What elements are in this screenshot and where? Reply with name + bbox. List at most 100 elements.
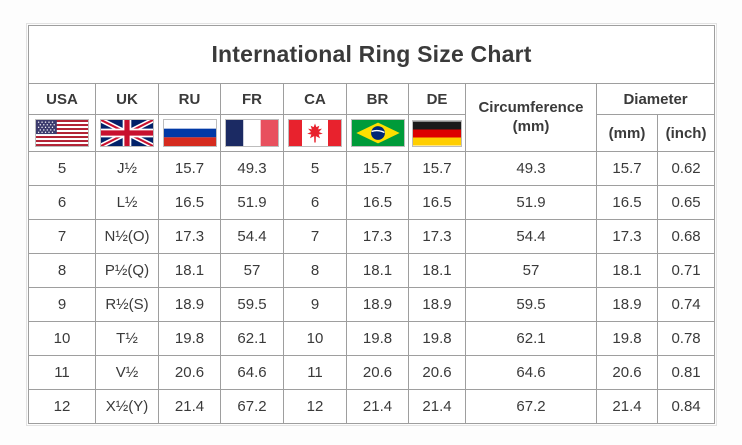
table-row: 8 P½(Q) 18.1 57 8 18.1 18.1 57 18.1 0.71 bbox=[28, 253, 716, 288]
cell-diameter_inch: 0.71 bbox=[656, 253, 716, 288]
canada-flag-cell bbox=[283, 114, 347, 152]
cell-diameter_inch: 0.78 bbox=[656, 321, 716, 356]
cell-circumference_mm: 62.1 bbox=[465, 321, 597, 356]
cell-fr: 49.3 bbox=[220, 151, 284, 186]
cell-uk: J½ bbox=[95, 151, 159, 186]
col-header-usa: USA bbox=[28, 83, 96, 115]
col-header-circumference: Circumference (mm) bbox=[465, 83, 597, 152]
cell-usa: 5 bbox=[28, 151, 96, 186]
usa-flag-cell bbox=[28, 114, 96, 152]
col-header-diameter: Diameter bbox=[595, 83, 716, 115]
cell-uk: V½ bbox=[95, 355, 159, 390]
cell-de: 15.7 bbox=[408, 151, 466, 186]
cell-de: 16.5 bbox=[408, 185, 466, 220]
cell-usa: 6 bbox=[28, 185, 96, 220]
cell-ru: 18.1 bbox=[158, 253, 221, 288]
cell-ru: 21.4 bbox=[158, 389, 221, 424]
cell-diameter_mm: 18.1 bbox=[596, 253, 658, 288]
cell-usa: 12 bbox=[28, 389, 96, 424]
cell-de: 18.9 bbox=[408, 287, 466, 322]
cell-br: 15.7 bbox=[346, 151, 409, 186]
cell-ru: 17.3 bbox=[158, 219, 221, 254]
cell-circumference_mm: 49.3 bbox=[465, 151, 597, 186]
cell-diameter_mm: 17.3 bbox=[596, 219, 658, 254]
page-title: International Ring Size Chart bbox=[27, 25, 716, 84]
cell-diameter_inch: 0.65 bbox=[656, 185, 716, 220]
russia-flag-icon bbox=[162, 119, 217, 147]
cell-br: 16.5 bbox=[346, 185, 409, 220]
col-header-uk: UK bbox=[95, 83, 159, 115]
cell-diameter_mm: 19.8 bbox=[596, 321, 658, 356]
cell-diameter_mm: 18.9 bbox=[596, 287, 658, 322]
cell-diameter_inch: 0.81 bbox=[656, 355, 716, 390]
cell-uk: N½(O) bbox=[95, 219, 159, 254]
cell-uk: T½ bbox=[95, 321, 159, 356]
cell-ru: 16.5 bbox=[158, 185, 221, 220]
header-row-flags: (mm) (inch) bbox=[28, 114, 716, 152]
circumference-label: Circumference bbox=[478, 98, 584, 116]
cell-de: 17.3 bbox=[408, 219, 466, 254]
cell-ca: 12 bbox=[283, 389, 347, 424]
cell-de: 19.8 bbox=[408, 321, 466, 356]
cell-diameter_inch: 0.68 bbox=[656, 219, 716, 254]
diameter-inch-header: (inch) bbox=[656, 114, 716, 152]
table-row: 5 J½ 15.7 49.3 5 15.7 15.7 49.3 15.7 0.62 bbox=[28, 151, 716, 186]
cell-usa: 9 bbox=[28, 287, 96, 322]
cell-uk: X½(Y) bbox=[95, 389, 159, 424]
circumference-unit: (mm) bbox=[512, 117, 550, 135]
cell-uk: R½(S) bbox=[95, 287, 159, 322]
ring-size-table: International Ring Size Chart USA UK RU … bbox=[25, 23, 718, 426]
cell-diameter_inch: 0.74 bbox=[656, 287, 716, 322]
uk-flag-cell bbox=[95, 114, 159, 152]
table-row: 6 L½ 16.5 51.9 6 16.5 16.5 51.9 16.5 0.65 bbox=[28, 185, 716, 220]
table-row: 11 V½ 20.6 64.6 11 20.6 20.6 64.6 20.6 0.81 bbox=[28, 355, 716, 390]
cell-usa: 8 bbox=[28, 253, 96, 288]
germany-flag-icon bbox=[412, 119, 462, 147]
cell-circumference_mm: 59.5 bbox=[465, 287, 597, 322]
cell-circumference_mm: 67.2 bbox=[465, 389, 597, 424]
cell-diameter_inch: 0.84 bbox=[656, 389, 716, 424]
cell-circumference_mm: 57 bbox=[465, 253, 597, 288]
cell-fr: 54.4 bbox=[220, 219, 284, 254]
cell-br: 18.1 bbox=[346, 253, 409, 288]
cell-ru: 19.8 bbox=[158, 321, 221, 356]
cell-de: 20.6 bbox=[408, 355, 466, 390]
cell-usa: 11 bbox=[28, 355, 96, 390]
ring-size-chart: International Ring Size Chart USA UK RU … bbox=[25, 23, 718, 426]
table-row: 9 R½(S) 18.9 59.5 9 18.9 18.9 59.5 18.9 0.74 bbox=[28, 287, 716, 322]
cell-diameter_mm: 21.4 bbox=[596, 389, 658, 424]
col-header-de: DE bbox=[408, 83, 466, 115]
cell-br: 19.8 bbox=[346, 321, 409, 356]
col-header-ru: RU bbox=[158, 83, 221, 115]
cell-br: 20.6 bbox=[346, 355, 409, 390]
col-header-fr: FR bbox=[220, 83, 284, 115]
ring-size-table-body: 5 J½ 15.7 49.3 5 15.7 15.7 49.3 15.7 0.62 6 L½ 16.5 5… bbox=[28, 151, 716, 424]
brazil-flag-cell bbox=[346, 114, 409, 152]
cell-uk: L½ bbox=[95, 185, 159, 220]
cell-diameter_mm: 15.7 bbox=[596, 151, 658, 186]
cell-circumference_mm: 51.9 bbox=[465, 185, 597, 220]
cell-br: 21.4 bbox=[346, 389, 409, 424]
cell-fr: 62.1 bbox=[220, 321, 284, 356]
uk-flag-icon bbox=[100, 119, 154, 147]
france-flag-icon bbox=[225, 119, 279, 147]
cell-circumference_mm: 54.4 bbox=[465, 219, 597, 254]
canada-flag-icon bbox=[288, 119, 342, 147]
header-row-labels: USA UK RU FR CA BR DE Circumference (mm)… bbox=[28, 83, 716, 152]
russia-flag-cell bbox=[158, 114, 221, 152]
cell-ca: 9 bbox=[283, 287, 347, 322]
cell-diameter_inch: 0.62 bbox=[656, 151, 716, 186]
cell-ca: 10 bbox=[283, 321, 347, 356]
cell-ca: 7 bbox=[283, 219, 347, 254]
col-header-br: BR bbox=[346, 83, 409, 115]
cell-fr: 59.5 bbox=[220, 287, 284, 322]
cell-de: 21.4 bbox=[408, 389, 466, 424]
cell-fr: 57 bbox=[220, 253, 284, 288]
cell-usa: 10 bbox=[28, 321, 96, 356]
cell-de: 18.1 bbox=[408, 253, 466, 288]
cell-usa: 7 bbox=[28, 219, 96, 254]
cell-circumference_mm: 64.6 bbox=[465, 355, 597, 390]
cell-fr: 67.2 bbox=[220, 389, 284, 424]
table-row: 7 N½(O) 17.3 54.4 7 17.3 17.3 54.4 17.3 0.68 bbox=[28, 219, 716, 254]
cell-diameter_mm: 20.6 bbox=[596, 355, 658, 390]
